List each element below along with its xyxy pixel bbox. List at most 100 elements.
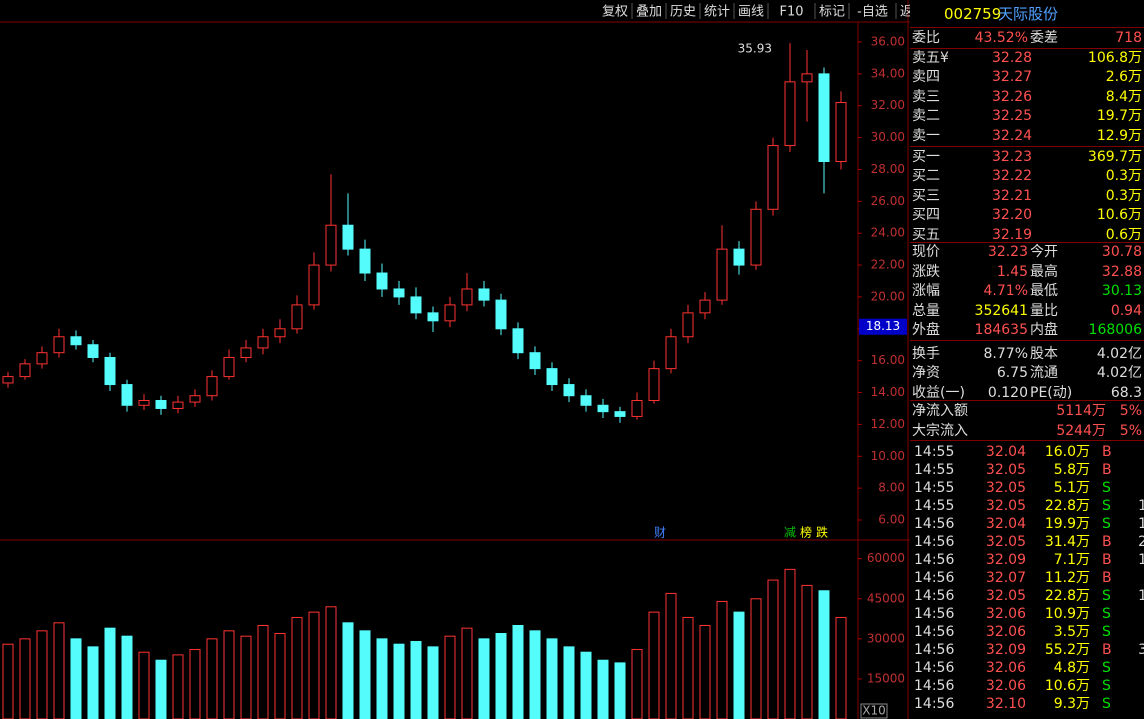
candle-body: [699, 299, 711, 314]
trade-side: S: [1102, 516, 1111, 532]
trade-price: 32.05: [985, 534, 1026, 550]
volume-bar: [359, 630, 371, 719]
volume-bar: [410, 641, 422, 719]
candle-body: [631, 400, 643, 417]
book-volume: 2.6万: [1105, 69, 1142, 86]
toolbar-button[interactable]: 历史: [670, 5, 696, 20]
candle-body: [376, 272, 388, 290]
toolbar-button[interactable]: 画线: [738, 5, 764, 20]
toolbar-button[interactable]: 叠加: [636, 5, 662, 20]
book-price: 32.25: [992, 108, 1033, 125]
quote-panel: 002759 天际股份 委比 43.52% 委差 718 卖五¥ 32.28 106.8万 卖四 3…: [910, 0, 1144, 719]
trade-side: B: [1102, 570, 1112, 586]
trade-price: 32.07: [985, 570, 1026, 586]
candle-body: [546, 368, 558, 386]
stat-label: 最低: [1030, 283, 1058, 299]
candle-body: [274, 328, 286, 338]
volume-bar: [580, 651, 592, 719]
candle-body: [308, 264, 320, 306]
volume-bar: [767, 579, 779, 719]
candle-body: [597, 404, 609, 413]
value: 43.52%: [974, 30, 1028, 46]
trade-time: 14:56: [914, 534, 955, 550]
trade-count: 22: [1138, 534, 1144, 550]
volume-bar: [716, 600, 728, 719]
trade-time: 14:55: [914, 444, 955, 460]
toolbar-button[interactable]: -自选: [857, 5, 888, 20]
trade-volume: 9.3万: [1053, 696, 1090, 712]
trade-price: 32.05: [985, 462, 1026, 478]
candle-body: [614, 411, 626, 417]
stat-label: 现价: [912, 244, 940, 260]
candle-body: [325, 224, 337, 266]
y2-tick-label: 60000: [867, 551, 905, 565]
separator: [910, 48, 1144, 49]
candle-body: [155, 400, 167, 409]
candle-body: [359, 248, 371, 274]
trade-side: S: [1102, 606, 1111, 622]
y-tick-label: 22.00: [871, 258, 905, 272]
candle-body: [138, 400, 150, 406]
stat-label: PE(动): [1030, 384, 1073, 401]
stat-label: 外盘: [912, 322, 940, 338]
y-tick-label: 8.00: [878, 481, 905, 495]
book-volume: 0.3万: [1105, 187, 1142, 204]
volume-bar: [835, 616, 847, 719]
book-volume: 8.4万: [1105, 88, 1142, 105]
volume-bar: [512, 624, 524, 719]
candle-body: [53, 336, 65, 354]
trade-volume: 22.8万: [1044, 498, 1090, 514]
volume-bar: [529, 630, 541, 719]
volume-bar: [291, 616, 303, 719]
toolbar-button[interactable]: 复权: [602, 4, 628, 20]
candle-body: [206, 376, 218, 397]
trade-price: 32.06: [985, 624, 1026, 640]
book-label: 买五: [912, 226, 940, 243]
trade-price: 32.04: [985, 516, 1026, 532]
stat-label: 换手: [912, 345, 940, 362]
trade-price: 32.05: [985, 498, 1026, 514]
trade-volume: 3.5万: [1053, 624, 1090, 640]
toolbar-button[interactable]: 标记: [819, 5, 845, 20]
stat-label: 总量: [912, 302, 940, 319]
trade-volume: 16.0万: [1044, 444, 1090, 460]
book-volume: 106.8万: [1087, 50, 1142, 66]
volume-bar: [70, 638, 82, 719]
trade-time: 14:56: [914, 678, 955, 694]
annotation: 跌: [816, 525, 828, 540]
trade-count: 30: [1138, 642, 1144, 658]
volume-bar: [172, 654, 184, 719]
toolbar-button[interactable]: 统计: [704, 5, 730, 20]
book-label: 卖四: [912, 69, 940, 86]
volume-bar: [444, 635, 456, 719]
trade-time: 14:56: [914, 624, 955, 640]
trade-time: 14:56: [914, 570, 955, 586]
trade-side: S: [1102, 660, 1111, 676]
volume-bar: [393, 643, 405, 719]
toolbar-button[interactable]: F10: [779, 5, 803, 20]
trade-volume: 5.1万: [1053, 480, 1090, 496]
y2-tick-label: 45000: [867, 591, 905, 605]
volume-bar: [818, 590, 830, 719]
trade-side: B: [1102, 462, 1112, 478]
book-price: 32.22: [992, 168, 1033, 185]
candle-body: [427, 312, 439, 322]
y-tick-label: 24.00: [871, 226, 905, 240]
trade-volume: 31.4万: [1044, 534, 1090, 550]
value: 718: [1115, 30, 1142, 46]
candle-body: [189, 395, 201, 403]
volume-bar: [597, 659, 609, 719]
book-price: 32.20: [992, 207, 1033, 224]
flow-label: 大宗流入: [912, 422, 968, 439]
toolbar-button[interactable]: 返回: [900, 5, 910, 20]
volume-bar: [2, 643, 14, 719]
trade-volume: 55.2万: [1044, 642, 1090, 658]
volume-bar: [784, 568, 796, 719]
trade-price: 32.09: [985, 642, 1026, 658]
volume-bar: [87, 646, 99, 719]
trade-side: S: [1102, 624, 1111, 640]
y-tick-label: 32.00: [871, 98, 905, 112]
zoom-box: [860, 703, 888, 719]
book-price: 32.27: [992, 69, 1033, 86]
